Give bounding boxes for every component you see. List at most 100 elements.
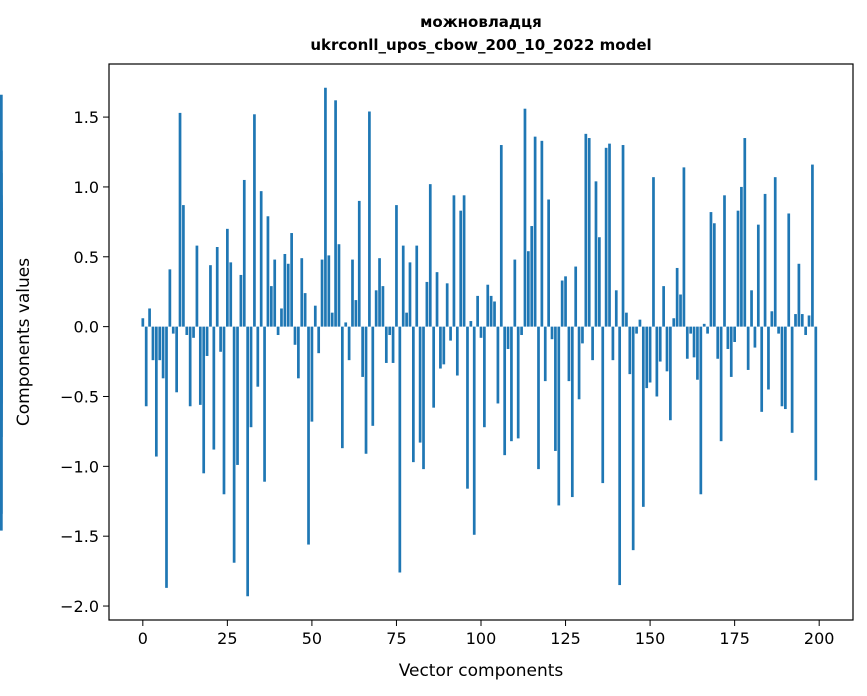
bar [689, 326, 693, 334]
bar [168, 269, 172, 327]
bar [324, 87, 327, 327]
bar [543, 326, 547, 382]
bar [202, 326, 206, 474]
bar [0, 233, 3, 327]
x-tick-label: 100 [466, 629, 497, 648]
bar [614, 290, 618, 327]
bar [276, 326, 280, 336]
bar [635, 326, 638, 334]
bar [229, 262, 233, 327]
y-tick-label: −2.0 [60, 597, 99, 616]
bar [405, 312, 408, 327]
bar [611, 326, 615, 361]
bar [797, 263, 801, 327]
y-tick-label: 1.0 [74, 178, 99, 197]
bar [327, 255, 331, 327]
bar [422, 326, 425, 470]
bar [161, 326, 165, 379]
bar [428, 184, 432, 327]
bar [706, 326, 709, 334]
bar [300, 258, 304, 327]
bar [192, 326, 195, 338]
bar [560, 280, 564, 327]
bar [628, 326, 632, 375]
bar [378, 258, 381, 327]
bar [310, 326, 314, 422]
bar [391, 326, 395, 363]
bar [286, 263, 290, 327]
bar [249, 326, 253, 428]
bar [658, 326, 662, 362]
bar [746, 326, 750, 370]
bar [811, 164, 814, 327]
bar [540, 140, 544, 327]
bar [347, 326, 351, 361]
bar [226, 228, 229, 327]
bar [780, 326, 784, 407]
bar [662, 286, 665, 327]
bar [479, 326, 483, 338]
bar [148, 308, 151, 327]
bar [655, 326, 659, 397]
bar [307, 326, 310, 545]
chart-title: можновладця [420, 13, 542, 31]
bar [807, 315, 811, 327]
bar [303, 293, 307, 327]
x-tick-label: 200 [804, 629, 835, 648]
bar [489, 295, 493, 327]
bar [716, 326, 720, 359]
bar [236, 326, 239, 465]
bar [388, 326, 392, 336]
bar [198, 326, 202, 405]
bar [621, 145, 625, 327]
bar [537, 326, 540, 470]
bar [625, 312, 628, 327]
bar [496, 326, 500, 404]
bar [334, 100, 337, 327]
bar [219, 326, 222, 352]
bar [503, 326, 507, 456]
bar [787, 213, 791, 327]
bar [466, 326, 469, 489]
bar [665, 326, 669, 372]
bar [648, 326, 652, 383]
bar [212, 326, 216, 450]
bar [280, 308, 283, 327]
bar [804, 326, 808, 336]
bar [330, 312, 334, 327]
bar [313, 305, 317, 327]
bar [723, 195, 726, 327]
bar [215, 247, 219, 327]
bar [188, 326, 192, 407]
y-axis: −2.0 −1.5 −1.0 −0.5 0.0 0.5 1.0 1.5 [60, 108, 109, 616]
bar [293, 326, 297, 345]
bar [364, 326, 368, 454]
bar [696, 326, 699, 380]
bar [401, 245, 405, 327]
bar [0, 326, 3, 531]
bar [550, 326, 554, 340]
bar [618, 326, 622, 586]
bar [554, 326, 557, 451]
bar [449, 326, 452, 341]
bar [760, 326, 764, 412]
bar [753, 326, 757, 348]
bar [794, 314, 797, 327]
bar [770, 311, 774, 327]
chart-subtitle: ukrconll_upos_cbow_200_10_2022 model [310, 36, 651, 54]
bar [756, 224, 760, 327]
bar [354, 300, 358, 327]
bar [368, 111, 371, 327]
bar [256, 326, 260, 387]
bar [185, 326, 189, 336]
bar [685, 326, 689, 359]
bar [486, 284, 490, 327]
bar [567, 326, 571, 382]
bar [598, 237, 601, 327]
bar [151, 326, 155, 361]
bar [320, 259, 324, 327]
bar [259, 191, 263, 327]
bar [246, 326, 250, 597]
bar [205, 326, 209, 356]
